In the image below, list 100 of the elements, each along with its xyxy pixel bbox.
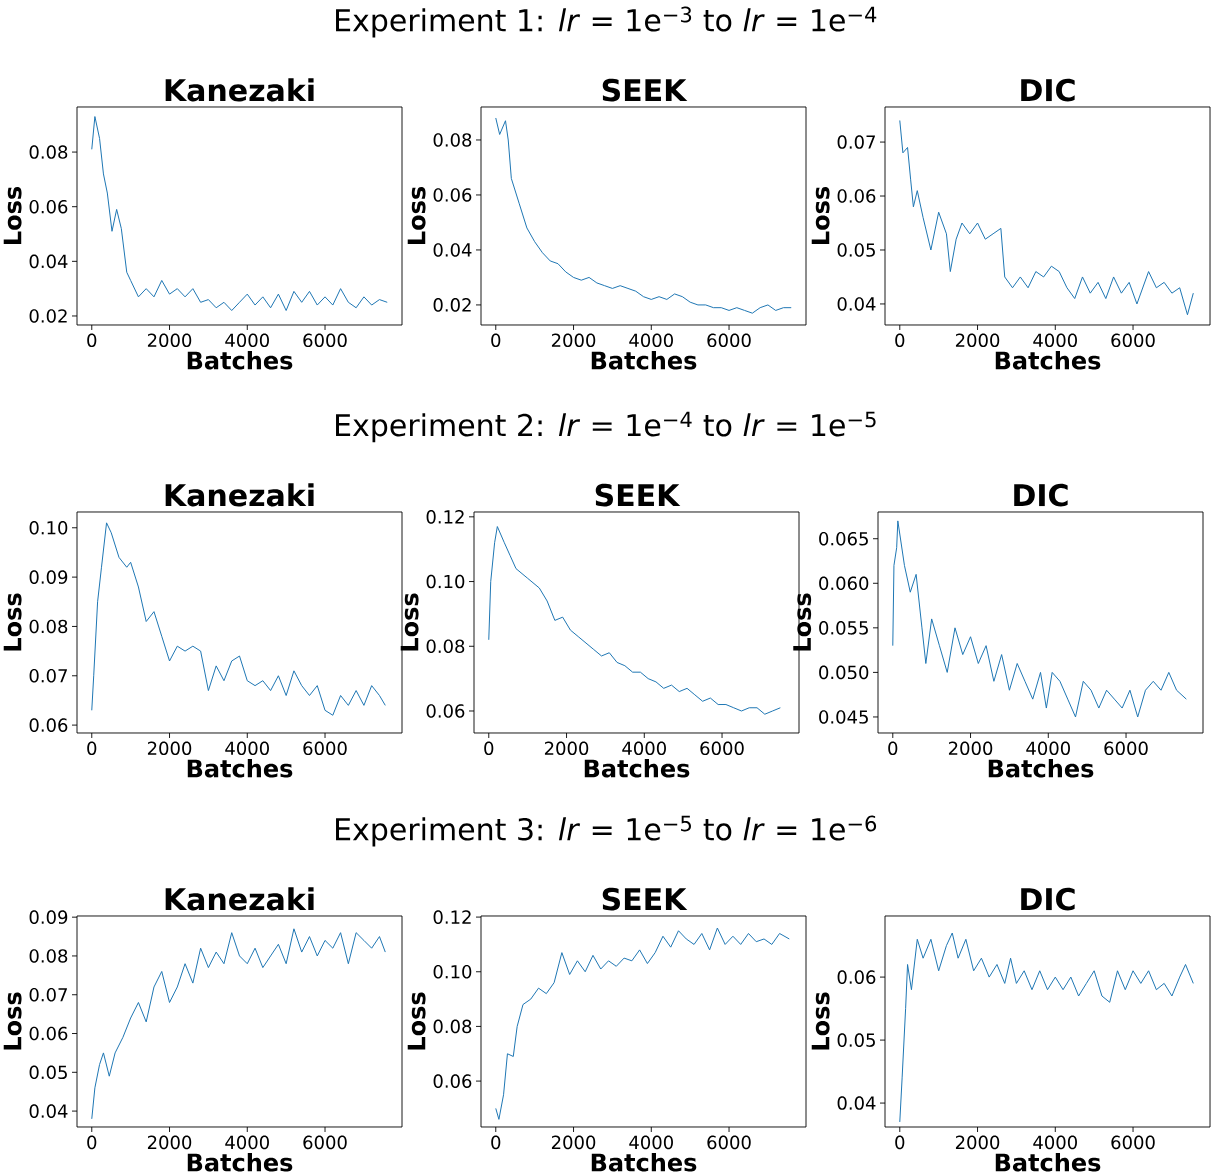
x-tick-label: 0: [484, 741, 494, 756]
x-tick-label: 2000: [147, 1135, 192, 1150]
x-tick-label: 2000: [147, 333, 192, 348]
x-tick-label: 4000: [1026, 741, 1070, 756]
y-axis-title: Loss: [407, 992, 426, 1050]
chart-title: Kanezaki: [165, 78, 314, 102]
x-tick-label: 0: [888, 741, 898, 756]
x-tick-label: 6000: [707, 333, 751, 348]
chart-title: SEEK: [602, 78, 688, 102]
y-tick-label: 0.02: [29, 309, 67, 323]
y-tick-label: 0.04: [837, 297, 876, 311]
line-series: [91, 928, 386, 1120]
y-tick-label: 0.10: [426, 574, 465, 589]
chart-title: DIC: [1021, 887, 1075, 911]
x-axis-title: Batches: [591, 1152, 697, 1172]
y-tick-label: 0.060: [819, 576, 869, 591]
y-tick-label: 0.12: [433, 910, 471, 924]
x-tick-label: 4000: [1033, 1135, 1077, 1150]
x-tick-label: 2000: [147, 741, 192, 756]
y-axis-title: Loss: [811, 992, 830, 1050]
y-tick-label: 0.045: [819, 710, 868, 724]
y-tick-label: 0.07: [837, 135, 875, 149]
y-tick-label: 0.06: [29, 199, 68, 214]
x-tick-label: 6000: [700, 741, 744, 756]
chart-title: SEEK: [602, 887, 688, 911]
x-tick-label: 0: [87, 741, 97, 756]
chart-title: Kanezaki: [165, 483, 314, 507]
chart-title: SEEK: [595, 483, 681, 507]
x-axis-title: Batches: [995, 1152, 1101, 1172]
y-axis-title: Loss: [400, 593, 419, 651]
y-axis-title: Loss: [407, 186, 426, 244]
y-tick-label: 0.04: [29, 254, 68, 269]
y-tick-label: 0.06: [29, 718, 68, 732]
text: Experiment 1: lr = 1e$^{−3}$ to lr = 1e$^{−4}$: [336, 6, 877, 38]
line-series: [91, 522, 386, 716]
x-tick-label: 4000: [1033, 333, 1077, 348]
y-tick-label: 0.06: [433, 1074, 472, 1088]
y-tick-label: 0.12: [426, 510, 464, 524]
y-axis-title: Loss: [793, 593, 812, 651]
x-tick-label: 6000: [303, 741, 347, 756]
x-axis-title: Batches: [187, 758, 293, 778]
text: Experiment 3: lr = 1e$^{−5}$ to lr = 1e$^{−6}$: [336, 815, 877, 847]
y-tick-label: 0.08: [433, 133, 472, 147]
y-axis-title: Loss: [3, 593, 22, 651]
chart-title: Kanezaki: [165, 887, 314, 911]
x-tick-label: 4000: [225, 1135, 269, 1150]
x-tick-label: 6000: [303, 333, 347, 348]
x-axis-title: Batches: [988, 758, 1094, 778]
y-tick-label: 0.06: [837, 970, 876, 984]
x-tick-label: 4000: [629, 1135, 673, 1150]
x-tick-label: 2000: [955, 1135, 1000, 1150]
y-tick-label: 0.09: [29, 910, 68, 924]
y-tick-label: 0.06: [433, 188, 472, 202]
x-tick-label: 6000: [1111, 1135, 1155, 1150]
x-axis-title: Batches: [591, 350, 697, 370]
line-series: [91, 116, 388, 311]
x-tick-label: 0: [87, 333, 97, 348]
x-tick-label: 0: [87, 1135, 97, 1150]
x-tick-label: 0: [895, 1135, 905, 1150]
x-tick-label: 0: [491, 333, 501, 348]
x-axis-title: Batches: [995, 350, 1101, 370]
y-axis-title: Loss: [3, 186, 22, 244]
y-tick-label: 0.04: [29, 1104, 68, 1118]
y-tick-label: 0.09: [29, 570, 68, 584]
y-tick-label: 0.05: [837, 1033, 875, 1047]
x-tick-label: 2000: [551, 333, 596, 348]
x-tick-label: 6000: [303, 1135, 347, 1150]
chart-title: DIC: [1014, 483, 1068, 507]
line-series: [899, 119, 1194, 316]
x-axis-title: Batches: [187, 350, 293, 370]
y-tick-label: 0.10: [29, 520, 68, 535]
x-tick-label: 0: [895, 333, 905, 348]
y-tick-label: 0.04: [433, 243, 472, 257]
y-tick-label: 0.07: [29, 668, 67, 683]
y-tick-label: 0.06: [426, 704, 465, 718]
y-tick-label: 0.02: [433, 298, 471, 312]
x-tick-label: 4000: [622, 741, 666, 756]
y-tick-label: 0.08: [433, 1019, 472, 1034]
y-tick-label: 0.06: [837, 189, 876, 203]
chart-title: DIC: [1021, 78, 1075, 102]
y-tick-label: 0.05: [837, 243, 875, 257]
line-series: [899, 932, 1194, 1123]
x-tick-label: 2000: [955, 333, 1000, 348]
x-tick-label: 6000: [1111, 333, 1155, 348]
y-tick-label: 0.08: [29, 949, 68, 963]
x-axis-title: Batches: [584, 758, 690, 778]
line-series: [495, 927, 790, 1120]
y-axis-title: Loss: [3, 992, 22, 1050]
x-tick-label: 6000: [707, 1135, 751, 1150]
text: Experiment 2: lr = 1e$^{−4}$ to lr = 1e$^{−5}$: [336, 411, 876, 443]
y-tick-label: 0.050: [819, 665, 869, 680]
x-tick-label: 4000: [629, 333, 673, 348]
y-tick-label: 0.06: [29, 1026, 68, 1041]
y-tick-label: 0.08: [426, 639, 465, 654]
x-tick-label: 4000: [225, 333, 269, 348]
line-series: [892, 520, 1187, 718]
x-tick-label: 2000: [551, 1135, 596, 1150]
y-tick-label: 0.055: [819, 621, 868, 635]
x-tick-label: 2000: [948, 741, 993, 756]
line-series: [495, 117, 792, 314]
